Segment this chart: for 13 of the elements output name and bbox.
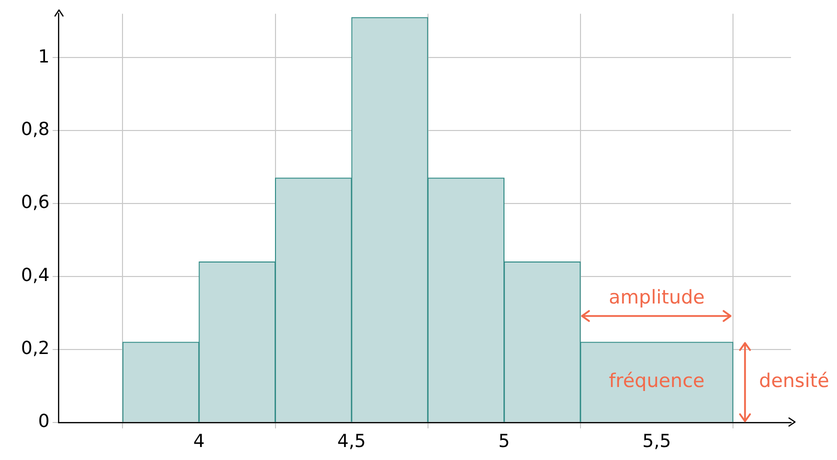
annotation: fréquence	[608, 370, 705, 392]
y-tick-label: 0	[38, 411, 50, 432]
x-tick-label: 5,5	[642, 430, 672, 452]
x-tick-label: 5	[498, 430, 510, 452]
y-tick-label: 1	[38, 46, 50, 68]
x-tick-label: 4	[193, 430, 205, 452]
annotation: densité	[759, 370, 830, 392]
y-tick-label: 0,2	[20, 338, 50, 360]
x-tick-label: 4,5	[337, 430, 366, 452]
y-tick-label: 0,6	[20, 192, 50, 214]
y-tick-label: 0,4	[20, 265, 50, 286]
annotation: amplitude	[608, 286, 705, 309]
y-tick-label: 0,8	[20, 119, 50, 140]
